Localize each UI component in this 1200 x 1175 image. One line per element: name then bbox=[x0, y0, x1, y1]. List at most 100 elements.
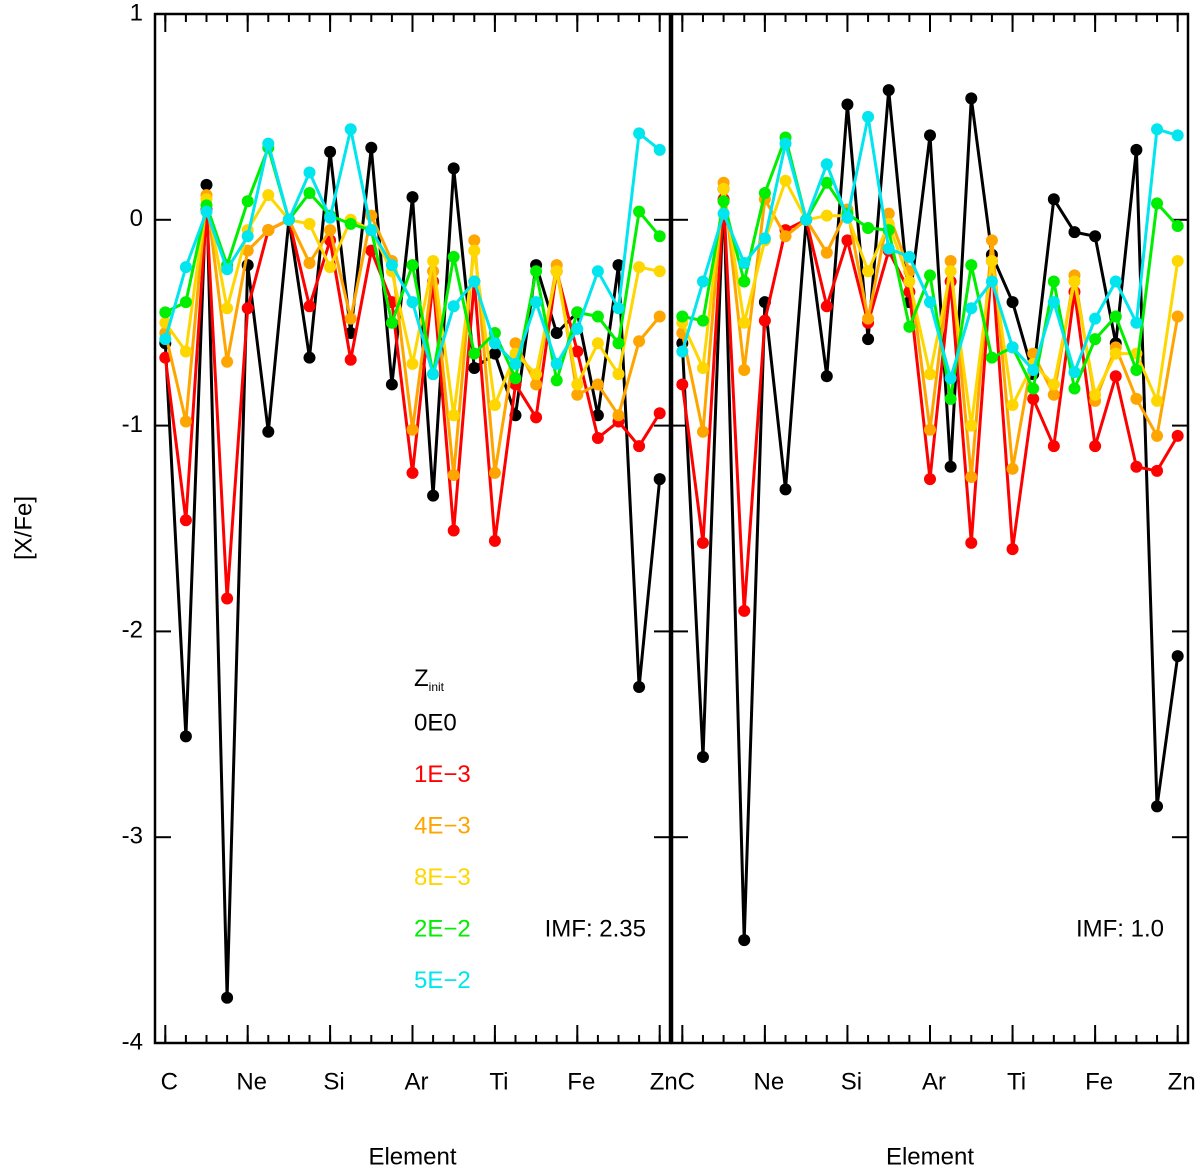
data-point bbox=[738, 934, 751, 947]
data-point bbox=[903, 320, 916, 333]
data-point bbox=[944, 265, 957, 278]
data-point bbox=[1109, 347, 1122, 360]
data-point bbox=[241, 195, 254, 208]
data-point bbox=[820, 158, 833, 171]
data-point bbox=[179, 514, 192, 527]
data-point bbox=[696, 275, 709, 288]
data-point bbox=[841, 98, 854, 111]
data-point bbox=[179, 345, 192, 358]
data-point bbox=[965, 536, 978, 549]
data-point bbox=[944, 254, 957, 267]
data-point bbox=[344, 353, 357, 366]
data-point bbox=[1027, 382, 1040, 395]
data-point bbox=[944, 460, 957, 473]
data-point bbox=[550, 265, 563, 278]
data-point bbox=[1068, 366, 1081, 379]
data-point bbox=[1089, 230, 1102, 243]
data-point bbox=[550, 357, 563, 370]
data-point bbox=[303, 217, 316, 230]
data-point bbox=[1151, 197, 1164, 210]
data-point bbox=[965, 302, 978, 315]
data-point bbox=[1130, 364, 1143, 377]
x-tick-label: Ne bbox=[236, 1068, 267, 1095]
x-tick-label: Si bbox=[841, 1068, 862, 1095]
data-point bbox=[653, 265, 666, 278]
data-point bbox=[324, 261, 337, 274]
data-point bbox=[1171, 429, 1184, 442]
data-point bbox=[488, 466, 501, 479]
data-point bbox=[985, 234, 998, 247]
data-point bbox=[1047, 275, 1060, 288]
data-point bbox=[221, 263, 234, 276]
data-point bbox=[1130, 316, 1143, 329]
data-point bbox=[924, 129, 936, 142]
data-point bbox=[447, 409, 460, 422]
data-point bbox=[738, 275, 751, 288]
data-point bbox=[779, 174, 792, 187]
data-point bbox=[591, 378, 604, 391]
data-point bbox=[820, 370, 833, 383]
data-point bbox=[965, 92, 978, 105]
data-point bbox=[841, 234, 854, 247]
x-axis-label: Element bbox=[886, 1143, 974, 1170]
data-point bbox=[282, 213, 295, 226]
data-point bbox=[468, 361, 481, 374]
data-point bbox=[324, 211, 337, 224]
series-line bbox=[163, 146, 662, 1000]
data-point bbox=[530, 296, 543, 309]
data-point bbox=[676, 345, 689, 358]
data-point bbox=[903, 250, 916, 263]
data-point bbox=[1006, 341, 1019, 354]
data-point bbox=[571, 388, 584, 401]
data-point bbox=[633, 680, 646, 693]
data-point bbox=[344, 312, 357, 325]
data-point bbox=[1109, 310, 1122, 323]
x-tick-label: C bbox=[161, 1068, 178, 1095]
x-tick-label: Zn bbox=[650, 1068, 678, 1095]
data-point bbox=[1047, 296, 1060, 309]
data-point bbox=[530, 378, 543, 391]
y-axis-label: [X/Fe] bbox=[10, 496, 37, 560]
data-point bbox=[1089, 312, 1102, 325]
data-point bbox=[944, 392, 957, 405]
data-point bbox=[633, 335, 646, 348]
data-point bbox=[468, 275, 481, 288]
data-point bbox=[530, 368, 543, 381]
data-point bbox=[903, 275, 916, 288]
data-point bbox=[406, 466, 419, 479]
data-point bbox=[468, 244, 481, 257]
data-point bbox=[468, 347, 481, 360]
data-point bbox=[862, 222, 875, 235]
x-tick-label: Ti bbox=[1007, 1068, 1026, 1095]
data-point bbox=[1027, 364, 1040, 377]
y-tick-label: 1 bbox=[130, 0, 143, 26]
data-point bbox=[841, 211, 854, 224]
data-point bbox=[820, 246, 833, 259]
data-point bbox=[159, 306, 172, 319]
data-point bbox=[591, 337, 604, 350]
data-point bbox=[882, 84, 895, 97]
legend-title-main: Z bbox=[414, 665, 429, 692]
data-point bbox=[717, 207, 730, 220]
data-point bbox=[427, 254, 440, 267]
data-point bbox=[1089, 333, 1102, 346]
data-point bbox=[1151, 123, 1164, 136]
data-point bbox=[324, 145, 337, 158]
data-point bbox=[820, 176, 833, 189]
data-point bbox=[1171, 310, 1184, 323]
x-tick-label: Si bbox=[323, 1068, 344, 1095]
data-point bbox=[1027, 392, 1040, 405]
data-point bbox=[1068, 382, 1081, 395]
data-point bbox=[1047, 440, 1060, 453]
data-point bbox=[385, 378, 398, 391]
data-point bbox=[221, 355, 234, 368]
data-point bbox=[427, 368, 440, 381]
data-point bbox=[612, 368, 625, 381]
data-point bbox=[1130, 392, 1143, 405]
axes-frame bbox=[670, 12, 1190, 1045]
data-point bbox=[530, 411, 543, 424]
annotation: IMF: 2.35 bbox=[545, 915, 646, 942]
data-point bbox=[779, 483, 792, 496]
data-point bbox=[779, 230, 792, 243]
data-point bbox=[1068, 275, 1081, 288]
